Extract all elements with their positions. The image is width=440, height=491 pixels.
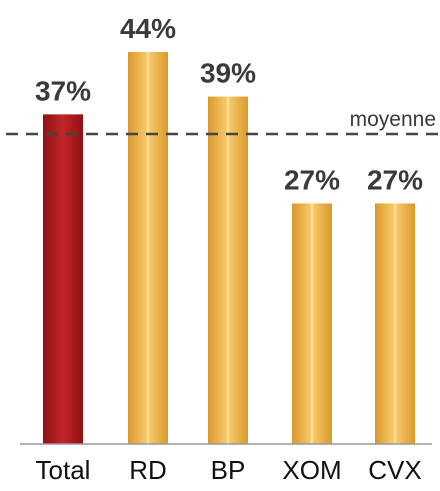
value-label-total: 37% [35, 75, 91, 106]
bar-total [43, 114, 83, 444]
category-label-total: Total [36, 455, 91, 485]
value-label-xom: 27% [284, 164, 340, 195]
labels-group: 37% Total 44% RD 39% BP 27% XOM 27% CVX [35, 13, 423, 485]
value-label-rd: 44% [120, 13, 176, 44]
bars-group [43, 52, 415, 444]
value-label-bp: 39% [200, 58, 256, 89]
bar-cvx [375, 203, 415, 444]
category-label-bp: BP [211, 455, 246, 485]
category-label-xom: XOM [282, 455, 341, 485]
bar-bp [208, 96, 248, 444]
category-label-cvx: CVX [368, 455, 421, 485]
value-label-cvx: 27% [367, 164, 423, 195]
bar-rd [128, 52, 168, 444]
average-label: moyenne [350, 108, 436, 131]
bar-xom [292, 203, 332, 444]
category-label-rd: RD [129, 455, 167, 485]
